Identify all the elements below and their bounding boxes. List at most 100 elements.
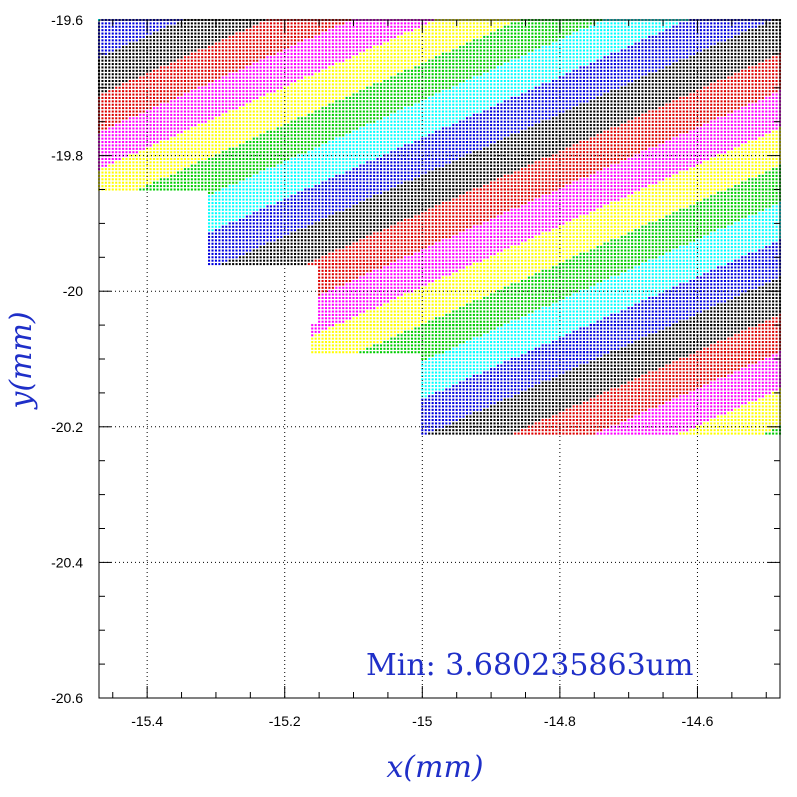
- data-point: [197, 73, 200, 76]
- data-point: [256, 46, 259, 49]
- data-point: [651, 25, 654, 28]
- data-point: [149, 90, 152, 93]
- data-point: [431, 29, 434, 32]
- data-point: [613, 29, 616, 32]
- data-point: [761, 49, 764, 52]
- data-point: [469, 86, 472, 89]
- data-point: [741, 100, 744, 103]
- data-point: [655, 49, 658, 52]
- data-point: [142, 63, 145, 66]
- data-point: [149, 66, 152, 69]
- data-point: [204, 76, 207, 79]
- data-point: [190, 42, 193, 45]
- data-point: [441, 69, 444, 72]
- data-point: [644, 29, 647, 32]
- data-point: [455, 39, 458, 42]
- data-point: [455, 29, 458, 32]
- data-point: [287, 66, 290, 69]
- data-point: [524, 49, 527, 52]
- data-point: [294, 35, 297, 38]
- data-point: [101, 83, 104, 86]
- data-point: [510, 52, 513, 55]
- data-point: [538, 96, 541, 99]
- data-point: [335, 49, 338, 52]
- data-point: [555, 42, 558, 45]
- data-point: [232, 100, 235, 103]
- data-point: [603, 56, 606, 59]
- data-point: [362, 59, 365, 62]
- data-point: [273, 73, 276, 76]
- data-point: [431, 32, 434, 35]
- data-point: [307, 76, 310, 79]
- data-point: [768, 66, 771, 69]
- data-point: [768, 100, 771, 103]
- data-point: [758, 25, 761, 28]
- data-point: [197, 29, 200, 32]
- data-point: [304, 63, 307, 66]
- data-point: [479, 86, 482, 89]
- data-point: [349, 29, 352, 32]
- data-point: [452, 69, 455, 72]
- data-point: [242, 83, 245, 86]
- data-point: [125, 103, 128, 106]
- data-point: [328, 29, 331, 32]
- data-point: [741, 63, 744, 66]
- data-point: [459, 80, 462, 83]
- data-point: [527, 83, 530, 86]
- data-point: [149, 93, 152, 96]
- data-point: [600, 83, 603, 86]
- data-point: [613, 69, 616, 72]
- data-point: [259, 73, 262, 76]
- data-point: [441, 25, 444, 28]
- data-point: [706, 93, 709, 96]
- data-point: [300, 59, 303, 62]
- data-point: [235, 76, 238, 79]
- data-point: [125, 29, 128, 32]
- data-point: [221, 96, 224, 99]
- data-point: [376, 32, 379, 35]
- data-point: [266, 80, 269, 83]
- data-point: [383, 80, 386, 83]
- data-point: [328, 25, 331, 28]
- data-point: [410, 80, 414, 83]
- data-point: [139, 49, 142, 52]
- data-point: [624, 93, 627, 96]
- data-point: [775, 83, 778, 86]
- data-point: [232, 66, 235, 69]
- data-point: [259, 32, 262, 35]
- data-point: [514, 76, 517, 79]
- data-point: [118, 86, 121, 89]
- data-point: [686, 32, 689, 35]
- data-point: [380, 63, 383, 66]
- data-point: [589, 76, 592, 79]
- data-point: [252, 66, 255, 69]
- data-point: [600, 32, 603, 35]
- data-point: [218, 69, 221, 72]
- data-point: [445, 83, 448, 86]
- data-point: [342, 59, 345, 62]
- data-point: [503, 66, 506, 69]
- data-point: [252, 100, 255, 103]
- data-point: [617, 42, 620, 45]
- data-point: [589, 96, 592, 99]
- data-point: [486, 56, 489, 59]
- data-point: [686, 76, 689, 79]
- data-point: [435, 46, 438, 49]
- data-point: [242, 63, 245, 66]
- data-point: [631, 59, 634, 62]
- data-point: [345, 35, 348, 38]
- data-point: [421, 32, 424, 35]
- data-point: [558, 93, 561, 96]
- data-point: [641, 90, 644, 93]
- data-point: [276, 29, 279, 32]
- data-point: [593, 66, 596, 69]
- data-point: [658, 83, 661, 86]
- data-point: [710, 29, 713, 32]
- data-point: [321, 93, 324, 96]
- data-point: [483, 25, 486, 28]
- data-point: [259, 63, 262, 66]
- data-point: [342, 42, 345, 45]
- data-point: [214, 35, 217, 38]
- data-point: [754, 52, 757, 55]
- data-point: [710, 52, 713, 55]
